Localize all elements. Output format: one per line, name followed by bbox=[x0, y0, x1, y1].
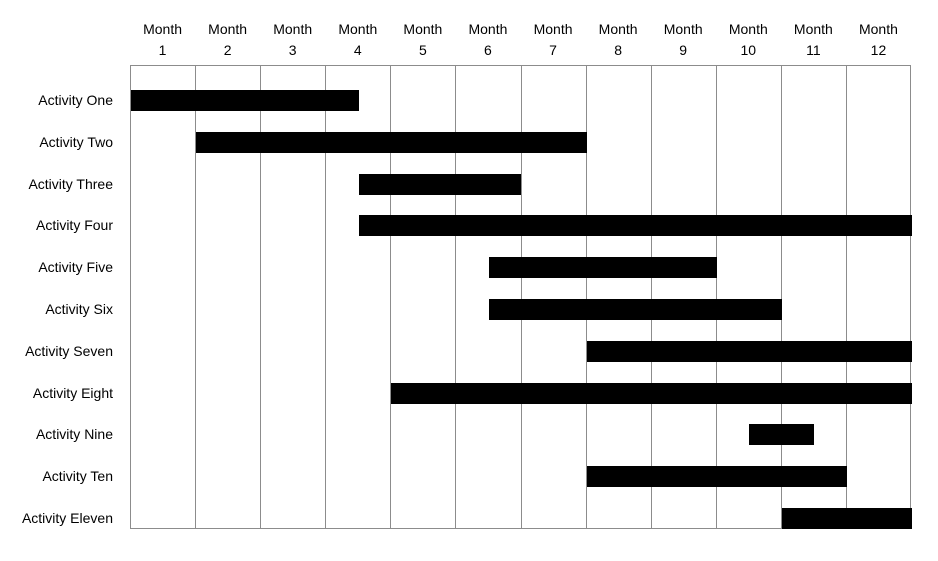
month-number: 12 bbox=[870, 42, 887, 58]
month-word: Month bbox=[143, 21, 182, 37]
activity-label: Activity Six bbox=[45, 301, 113, 317]
month-number: 8 bbox=[614, 42, 623, 58]
month-tick: Month 7 bbox=[521, 19, 586, 61]
month-tick: Month 6 bbox=[455, 19, 520, 61]
month-number: 1 bbox=[158, 42, 167, 58]
month-word: Month bbox=[728, 21, 768, 37]
gantt-bar bbox=[131, 90, 359, 111]
gantt-bar bbox=[781, 508, 912, 529]
gantt-bar bbox=[749, 424, 815, 446]
activity-label: Activity One bbox=[38, 92, 113, 108]
vertical-gridline bbox=[390, 66, 392, 528]
vertical-gridline bbox=[845, 66, 847, 528]
month-word: Month bbox=[533, 21, 573, 37]
activity-label: Activity Ten bbox=[42, 468, 113, 485]
activity-label: Activity Nine bbox=[35, 426, 113, 443]
month-word: Month bbox=[858, 21, 898, 37]
plot-area bbox=[130, 65, 912, 529]
month-word: Month bbox=[598, 21, 638, 37]
month-number: 6 bbox=[484, 42, 492, 58]
month-number: 9 bbox=[679, 42, 688, 58]
month-number: 5 bbox=[418, 42, 427, 58]
activity-label: Activity Seven bbox=[25, 342, 113, 359]
gantt-bar bbox=[488, 299, 782, 320]
month-tick: Month 12 bbox=[846, 19, 911, 61]
month-word: Month bbox=[403, 21, 443, 37]
vertical-gridline bbox=[195, 66, 197, 528]
month-word: Month bbox=[273, 21, 313, 37]
month-number: 4 bbox=[353, 42, 362, 58]
vertical-gridline bbox=[520, 66, 522, 528]
month-tick: Month 4 bbox=[325, 19, 390, 61]
gantt-bar bbox=[586, 466, 847, 488]
month-number: 11 bbox=[806, 42, 821, 58]
month-number: 10 bbox=[740, 42, 757, 58]
month-tick: Month 3 bbox=[260, 19, 325, 61]
activity-label: Activity Five bbox=[38, 259, 113, 276]
activity-label: Activity Two bbox=[39, 133, 113, 150]
month-word: Month bbox=[793, 21, 833, 37]
gantt-bar bbox=[391, 382, 912, 404]
month-tick: Month 1 bbox=[130, 19, 195, 61]
vertical-gridline bbox=[650, 66, 652, 528]
vertical-gridline bbox=[780, 66, 782, 528]
vertical-gridline bbox=[455, 66, 457, 528]
month-tick: Month 11 bbox=[781, 19, 846, 61]
month-number: 3 bbox=[288, 42, 297, 58]
vertical-gridline bbox=[585, 66, 587, 528]
activity-label: Activity Eleven bbox=[21, 510, 113, 526]
gantt-bar bbox=[488, 257, 717, 279]
month-tick: Month 8 bbox=[586, 19, 651, 61]
month-word: Month bbox=[338, 21, 378, 37]
month-word: Month bbox=[208, 21, 248, 37]
activity-label: Activity Three bbox=[28, 175, 113, 192]
month-word: Month bbox=[663, 21, 703, 37]
month-tick: Month 10 bbox=[716, 19, 781, 61]
month-tick: Month 5 bbox=[390, 19, 455, 61]
month-number: 2 bbox=[223, 42, 232, 58]
month-tick: Month 2 bbox=[195, 19, 260, 61]
gantt-bar bbox=[358, 173, 522, 195]
month-number: 7 bbox=[549, 42, 557, 58]
vertical-gridline bbox=[715, 66, 717, 528]
month-word: Month bbox=[468, 21, 508, 37]
activity-label: Activity Four bbox=[35, 217, 113, 234]
vertical-gridline bbox=[325, 66, 327, 528]
gantt-bar bbox=[586, 340, 912, 362]
activity-label: Activity Eight bbox=[32, 384, 113, 401]
gantt-bar bbox=[196, 131, 587, 153]
gantt-bar bbox=[358, 215, 912, 237]
month-tick: Month 9 bbox=[651, 19, 716, 61]
vertical-gridline bbox=[260, 66, 262, 528]
